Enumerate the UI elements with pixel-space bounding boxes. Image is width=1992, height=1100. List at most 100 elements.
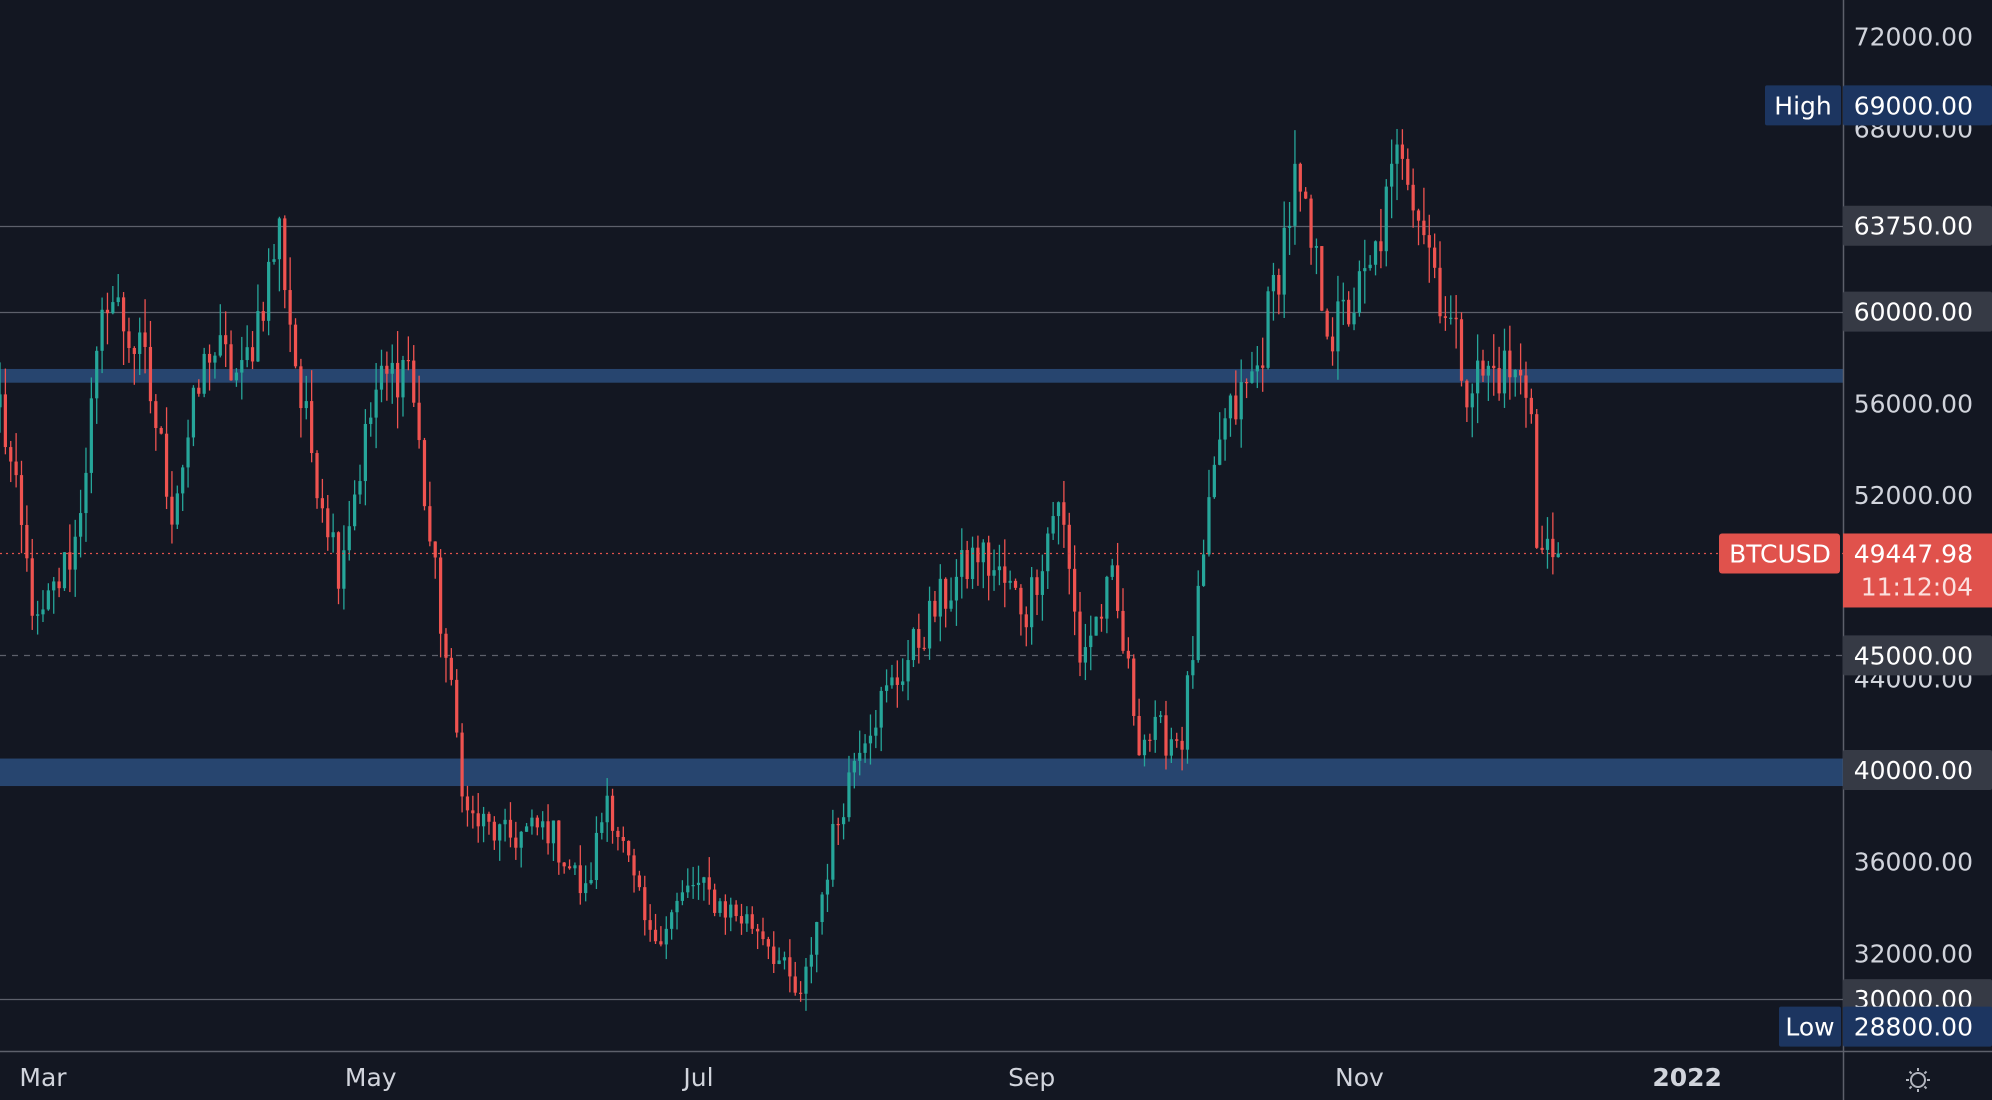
candle-body [809,954,813,967]
candle-body [444,633,448,658]
candle-body [1304,191,1308,199]
candle-body [578,865,582,894]
candle-body [336,532,341,589]
candle-body [481,813,486,827]
price-tick-label: 72000.00 [1854,23,1973,52]
candle-body [944,578,948,609]
candle-body [605,795,609,823]
candle-body [288,290,292,325]
price-zone-0 [0,368,1843,383]
candle-body [1207,497,1211,555]
candle-body [954,576,959,601]
candle-body [224,335,228,345]
candle-body [745,914,749,924]
candle-body [895,677,899,685]
candle-body [1465,380,1469,408]
candle-body [1320,246,1324,311]
candle-body [412,360,416,403]
candle-body [981,542,985,563]
candle-body [1121,610,1125,651]
candle-body [739,916,744,924]
candle-body [519,831,523,848]
candle-body [455,679,459,733]
candle-body [191,387,196,438]
candle-body [890,677,894,686]
candle-body [1293,163,1297,226]
candle-body [240,360,244,373]
gear-icon[interactable] [1906,1068,1930,1092]
price-tag-label: Low [1785,1013,1834,1042]
candle-body [551,820,556,844]
candle-body [422,440,427,507]
candle-body [992,570,996,576]
candle-body [670,912,674,929]
candle-body [1234,395,1238,420]
candle-body [917,629,921,648]
price-zone-1 [0,758,1843,787]
candle-body [530,817,534,827]
candle-body [1438,267,1442,317]
horizontal-price-lines [0,225,1843,1001]
candle-body [272,259,276,262]
candle-body [1148,739,1152,741]
last-price-label: 49447.98 [1854,539,1973,568]
candle-body [1169,739,1173,756]
candle-body [256,311,260,362]
candle-body [648,920,652,930]
candle-body [1164,715,1168,756]
candle-body [385,365,389,374]
candle-body [1132,658,1136,716]
candle-body [1535,414,1539,548]
time-tick-label: 2022 [1652,1063,1722,1092]
candle-body [245,347,249,361]
candle-body [331,532,335,538]
candle-body [1175,739,1179,741]
candle-body [970,547,975,580]
candle-body [1003,566,1007,583]
last-price-background [1843,533,1992,608]
candles [0,128,1560,1011]
candle-body [858,752,862,761]
candle-body [1524,375,1528,398]
candle-body [175,493,179,525]
candle-body [1196,585,1200,661]
candle-body [1056,502,1061,517]
candle-body [267,261,271,321]
price-tag-value: 60000.00 [1854,298,1973,327]
candle-body [229,344,233,381]
candle-body [159,428,163,434]
candle-body [777,960,781,964]
candle-body [1089,635,1093,648]
price-tags: 69000.00 High 63750.00 60000.00 45000.00 4000… [1765,85,1992,1047]
candle-body [358,481,362,495]
candle-body [1298,163,1302,192]
candle-body [465,796,470,811]
price-tag-label-background [1765,85,1841,126]
candle-body [772,946,776,964]
price-tag-background [1843,635,1992,676]
time-axis[interactable]: Mar May Jul Sep Nov 2022 [19,1063,1722,1092]
candle-body [1099,616,1104,619]
candle-body [1223,418,1227,440]
candle-body [498,824,502,841]
candle-body [874,727,878,736]
candle-body [815,922,819,955]
candle-body [632,855,636,876]
candle-body [584,883,588,894]
candle-body [1384,186,1388,252]
candle-body [1341,299,1345,302]
candle-body [756,928,760,932]
candle-body [1443,316,1447,318]
candle-body [1040,571,1045,595]
candle-body [277,218,282,260]
candle-body [1078,611,1082,663]
candle-body [1218,439,1222,465]
price-tick-label: 56000.00 [1854,389,1973,418]
candle-body [1201,554,1206,586]
candle-body [1395,144,1399,164]
candle-body [138,332,142,354]
candle-body [659,941,663,945]
candle-body [863,743,867,753]
candle-body [610,795,615,831]
